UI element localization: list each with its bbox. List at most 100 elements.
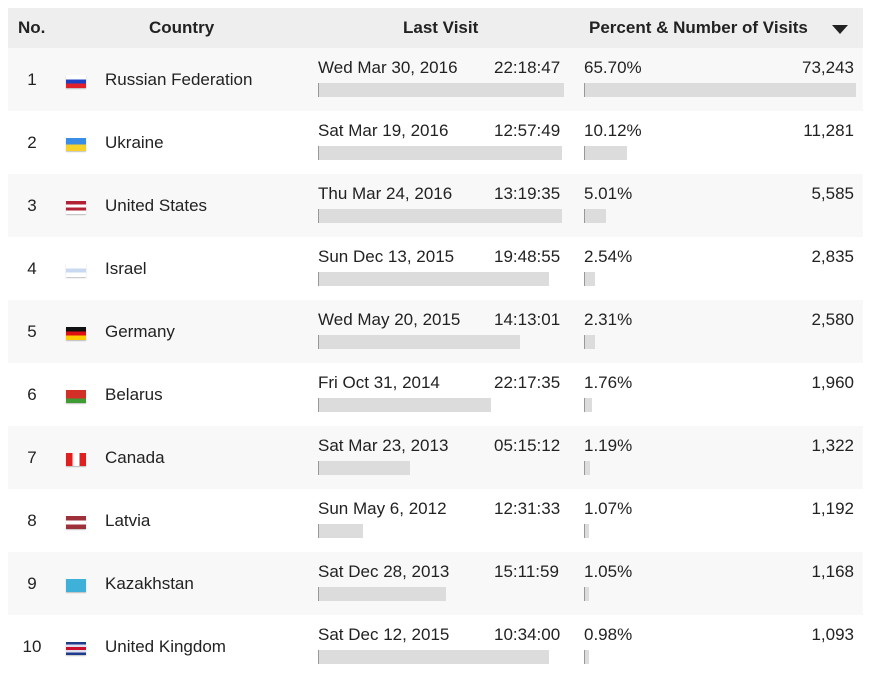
- table-header: No. Country Last Visit Percent & Number …: [8, 8, 863, 48]
- flag-icon: [66, 516, 86, 529]
- visit-count: 2,580: [811, 310, 854, 329]
- percent-bar: [584, 650, 589, 664]
- visit-count: 5,585: [811, 184, 854, 203]
- recency-bar: [318, 461, 410, 475]
- country-name: Israel: [105, 259, 147, 278]
- row-number: 6: [27, 385, 37, 404]
- sort-descending-icon[interactable]: [832, 25, 848, 34]
- visit-count: 1,168: [811, 562, 854, 581]
- percent-bar: [584, 335, 595, 349]
- visit-count: 2,835: [811, 247, 854, 266]
- last-visit-time: 12:31:33: [494, 499, 561, 518]
- percent-bar: [584, 209, 606, 223]
- last-visit-time: 15:11:59: [494, 562, 559, 581]
- row-number: 7: [27, 448, 37, 467]
- recency-bar: [318, 650, 549, 664]
- visit-percent: 0.98%: [584, 625, 633, 644]
- percent-bar: [584, 524, 589, 538]
- last-visit-time: 22:18:47: [494, 58, 561, 77]
- row-number: 2: [27, 133, 37, 152]
- flag-icon: [66, 264, 86, 277]
- last-visit-date: Sat Mar 23, 2013: [318, 436, 449, 455]
- last-visit-time: 05:15:12: [494, 436, 561, 455]
- flag-icon: [66, 75, 86, 88]
- visit-percent: 1.76%: [584, 373, 633, 392]
- header-country[interactable]: Country: [149, 18, 215, 37]
- percent-bar: [584, 146, 627, 160]
- table-row[interactable]: 9 Kazakhstan Sat Dec 28, 2013 15:11:59 1…: [8, 552, 863, 615]
- recency-bar: [318, 83, 564, 97]
- table-row[interactable]: 2 Ukraine Sat Mar 19, 2016 12:57:49 10.1…: [8, 111, 863, 174]
- row-number: 1: [27, 70, 37, 89]
- last-visit-time: 10:34:00: [494, 625, 561, 644]
- last-visit-date: Sat Dec 12, 2015: [318, 625, 450, 644]
- recency-bar: [318, 524, 363, 538]
- last-visit-date: Sat Mar 19, 2016: [318, 121, 449, 140]
- last-visit-time: 22:17:35: [494, 373, 561, 392]
- last-visit-date: Sun May 6, 2012: [318, 499, 447, 518]
- visit-percent: 2.31%: [584, 310, 633, 329]
- country-name: Ukraine: [105, 133, 164, 152]
- last-visit-date: Sun Dec 13, 2015: [318, 247, 455, 266]
- last-visit-time: 12:57:49: [494, 121, 561, 140]
- country-name: Germany: [105, 322, 175, 341]
- last-visit-date: Sat Dec 28, 2013: [318, 562, 450, 581]
- recency-bar: [318, 272, 549, 286]
- visit-count: 11,281: [803, 121, 854, 140]
- percent-bar: [584, 398, 592, 412]
- visit-percent: 2.54%: [584, 247, 633, 266]
- country-name: United States: [105, 196, 208, 215]
- visit-count: 1,192: [811, 499, 854, 518]
- percent-bar: [584, 461, 590, 475]
- visit-count: 1,322: [811, 436, 854, 455]
- header-percent-visits[interactable]: Percent & Number of Visits: [589, 18, 808, 37]
- percent-bar: [584, 272, 595, 286]
- country-name: Russian Federation: [105, 70, 253, 89]
- country-name: Belarus: [105, 385, 163, 404]
- header-last-visit[interactable]: Last Visit: [403, 18, 479, 37]
- visit-percent: 1.19%: [584, 436, 633, 455]
- last-visit-date: Thu Mar 24, 2016: [318, 184, 453, 203]
- country-name: United Kingdom: [105, 637, 226, 656]
- last-visit-time: 13:19:35: [494, 184, 561, 203]
- table-body: 1 Russian Federation Wed Mar 30, 2016 22…: [8, 48, 863, 678]
- table-row[interactable]: 8 Latvia Sun May 6, 2012 12:31:33 1.07% …: [8, 489, 863, 552]
- recency-bar: [318, 587, 446, 601]
- country-name: Latvia: [105, 511, 151, 530]
- table-row[interactable]: 1 Russian Federation Wed Mar 30, 2016 22…: [8, 48, 863, 111]
- row-number: 9: [27, 574, 37, 593]
- table-row[interactable]: 4 Israel Sun Dec 13, 2015 19:48:55 2.54%…: [8, 237, 863, 300]
- flag-icon: [66, 579, 86, 592]
- last-visit-date: Fri Oct 31, 2014: [318, 373, 440, 392]
- visit-count: 1,093: [811, 625, 854, 644]
- flag-icon: [66, 327, 86, 340]
- recency-bar: [318, 335, 520, 349]
- last-visit-time: 14:13:01: [494, 310, 561, 329]
- row-number: 8: [27, 511, 37, 530]
- last-visit-time: 19:48:55: [494, 247, 561, 266]
- flag-icon: [66, 390, 86, 403]
- header-no[interactable]: No.: [18, 18, 46, 37]
- row-number: 10: [22, 637, 42, 656]
- table-row[interactable]: 7 Canada Sat Mar 23, 2013 05:15:12 1.19%…: [8, 426, 863, 489]
- table-row[interactable]: 3 United States Thu Mar 24, 2016 13:19:3…: [8, 174, 863, 237]
- visit-percent: 1.05%: [584, 562, 633, 581]
- visits-by-country-table: No. Country Last Visit Percent & Number …: [8, 8, 863, 678]
- recency-bar: [318, 146, 562, 160]
- last-visit-date: Wed May 20, 2015: [318, 310, 461, 329]
- visit-percent: 10.12%: [584, 121, 642, 140]
- row-number: 3: [27, 196, 37, 215]
- visit-count: 73,243: [802, 58, 854, 77]
- table-row[interactable]: 5 Germany Wed May 20, 2015 14:13:01 2.31…: [8, 300, 863, 363]
- country-name: Canada: [105, 448, 165, 467]
- visit-percent: 1.07%: [584, 499, 633, 518]
- flag-icon: [66, 201, 86, 214]
- table-row[interactable]: 10 United Kingdom Sat Dec 12, 2015 10:34…: [8, 615, 863, 678]
- row-number: 4: [27, 259, 37, 278]
- row-number: 5: [27, 322, 37, 341]
- recency-bar: [318, 209, 562, 223]
- country-name: Kazakhstan: [105, 574, 194, 593]
- percent-bar: [584, 587, 589, 601]
- visit-percent: 5.01%: [584, 184, 633, 203]
- table-row[interactable]: 6 Belarus Fri Oct 31, 2014 22:17:35 1.76…: [8, 363, 863, 426]
